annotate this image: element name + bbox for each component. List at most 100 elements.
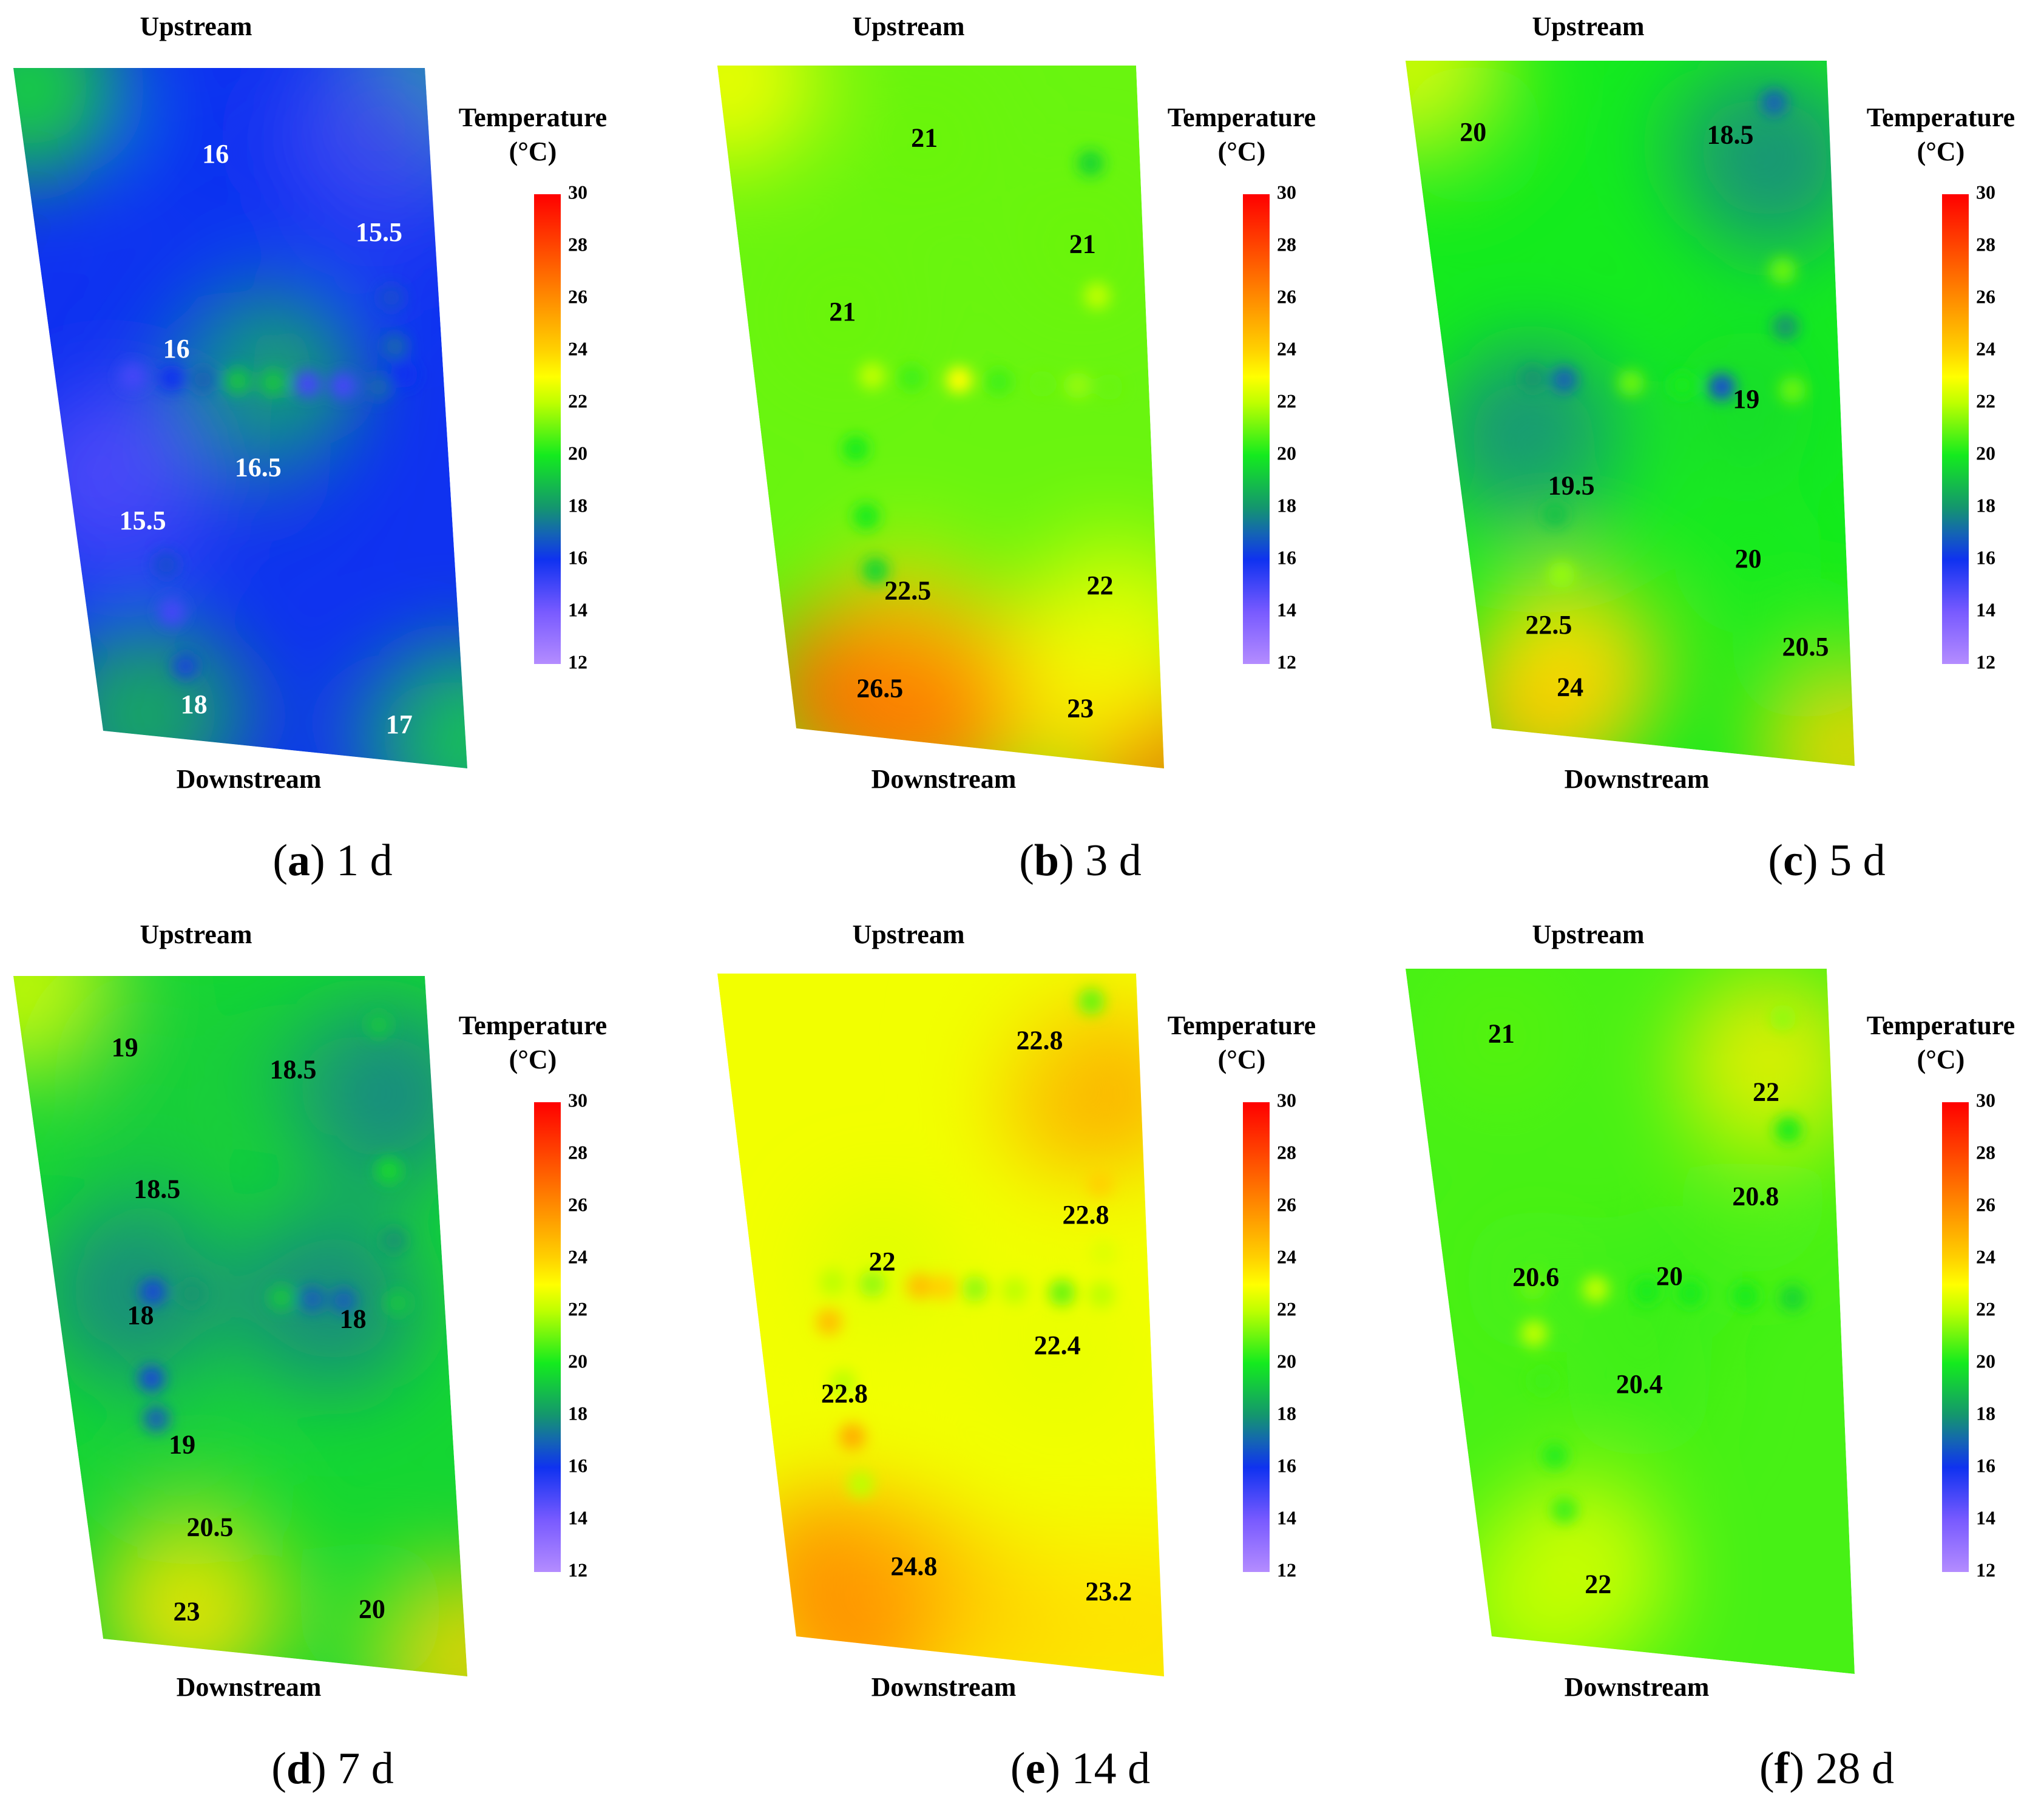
- temperature-label: 18.5: [134, 1174, 180, 1204]
- value-blob: [851, 67, 998, 214]
- sensor-point: [1731, 1282, 1759, 1310]
- value-blob: [67, 1245, 214, 1391]
- colorbar-unit: (°C): [1917, 1045, 1965, 1074]
- sensor-point: [1519, 1273, 1546, 1300]
- colorbar-tick: 26: [1277, 285, 1296, 307]
- colorbar-gradient: [534, 194, 561, 664]
- value-blob: [70, 450, 216, 597]
- colorbar: Temperature (°C) 30 28 26 24 22 20 18 16 14 12: [459, 1011, 607, 1580]
- temperature-label: 20: [359, 1594, 385, 1624]
- colorbar-tick: 18: [568, 1402, 587, 1424]
- sensor-point: [1779, 1284, 1806, 1312]
- value-blob: [1009, 174, 1156, 320]
- colorbar-tick: 30: [1277, 1089, 1296, 1111]
- colorbar-tick: 24: [1976, 1245, 1995, 1267]
- colorbar-tick: 14: [1277, 598, 1296, 620]
- sensor-point: [1086, 1170, 1114, 1197]
- sensor-point: [862, 557, 889, 584]
- sensor-point: [847, 1470, 875, 1497]
- colorbar-tick: 22: [1277, 1298, 1296, 1320]
- sensor-point: [1548, 561, 1575, 589]
- temperature-label: 20.5: [186, 1512, 233, 1542]
- colorbar-tick: 12: [1277, 651, 1296, 673]
- sensor-points: [1519, 89, 1806, 589]
- colorbar-tick: 24: [1277, 337, 1296, 359]
- colorbar-tick: 12: [568, 651, 587, 673]
- colorbar-tick: 24: [1277, 1245, 1296, 1267]
- hotspot: [717, 66, 819, 170]
- colorbar-gradient: [534, 1102, 561, 1572]
- temperature-label: 24.8: [890, 1551, 937, 1581]
- sensor-point: [819, 1269, 847, 1296]
- colorbar-tick: 18: [568, 494, 587, 516]
- field-hotspots: [1406, 61, 1855, 766]
- value-blob: [299, 1539, 445, 1676]
- sensor-point: [377, 284, 405, 311]
- sensor-point: [365, 373, 392, 401]
- colorbar-tick: 12: [1976, 651, 1995, 673]
- colorbar-tick: 12: [1277, 1559, 1296, 1580]
- value-blob: [1733, 576, 1855, 722]
- colorbar-tick: 22: [568, 390, 587, 412]
- colorbar-tick: 16: [1976, 1454, 1995, 1476]
- sensor-point: [1761, 89, 1788, 117]
- field-hotspots: [717, 66, 1164, 768]
- sensor-point: [1090, 1239, 1117, 1267]
- temperature-field: [1406, 61, 1855, 766]
- sensor-point: [138, 1365, 165, 1392]
- colorbar-tick: 16: [1277, 1454, 1296, 1476]
- temperature-label: 22: [1086, 571, 1113, 600]
- panel-caption: (f) 28 d: [1759, 1744, 1894, 1794]
- temperature-label: 22.8: [1063, 1200, 1109, 1230]
- value-blob: [185, 397, 331, 543]
- sensor-point: [1077, 150, 1105, 177]
- value-blob: [1013, 1144, 1159, 1290]
- value-blob: [1007, 638, 1154, 768]
- panel-b: 21 21 21 22.5 22 26.5 23 Upstream Downstream Temp…: [717, 12, 1316, 886]
- colorbar-tick: 12: [1976, 1559, 1995, 1580]
- panel-caption: (b) 3 d: [1019, 836, 1141, 886]
- sensor-points: [138, 1011, 411, 1432]
- colorbar: Temperature (°C) 30 28 26 24 22 20 18 16 14 12: [1168, 1011, 1316, 1580]
- colorbar-title: Temperature: [459, 1011, 607, 1040]
- sensor-point: [380, 1227, 407, 1254]
- sensor-point: [1078, 988, 1105, 1015]
- colorbar-tick: 24: [568, 1245, 587, 1267]
- colorbar-tick: 20: [1277, 1350, 1296, 1372]
- sensor-point: [224, 367, 251, 395]
- value-blob: [143, 83, 289, 229]
- colorbar-tick: 16: [1277, 546, 1296, 568]
- sensor-point: [1083, 282, 1111, 310]
- sensor-point: [1551, 1496, 1578, 1523]
- colorbar-tick: 22: [568, 1298, 587, 1320]
- sensor-point: [119, 363, 146, 390]
- temperature-label: 22: [869, 1247, 896, 1276]
- temperature-label: 20: [1460, 117, 1486, 147]
- colorbar: Temperature (°C) 30 28 26 24 22 20 18 16 14 12: [459, 103, 607, 673]
- sensor-points: [842, 150, 1123, 584]
- temperature-label: 23.2: [1085, 1576, 1132, 1606]
- sensor-point: [1582, 1276, 1609, 1303]
- sensor-point: [294, 370, 322, 398]
- downstream-label: Downstream: [177, 764, 322, 794]
- value-blob: [984, 1275, 1131, 1421]
- temperature-label: 22.8: [821, 1378, 868, 1408]
- temperature-field: [717, 66, 1164, 768]
- temperature-label: 19.5: [1548, 470, 1595, 500]
- panel-caption: (c) 5 d: [1768, 836, 1885, 886]
- temperature-label: 20.5: [1782, 632, 1829, 662]
- temperature-label: 17: [386, 710, 413, 739]
- colorbar-gradient: [1243, 1102, 1270, 1572]
- colorbar: Temperature (°C) 30 28 26 24 22 20 18 16 14 12: [1168, 103, 1316, 673]
- sensor-point: [985, 368, 1012, 396]
- colorbar-gradient: [1942, 194, 1969, 664]
- temperature-field: [1406, 969, 1855, 1674]
- temperature-label: 19: [169, 1430, 195, 1460]
- temperature-label: 20: [1656, 1261, 1683, 1291]
- sensor-point: [172, 652, 199, 680]
- value-blob: [1673, 329, 1819, 475]
- colorbar-tick: 18: [1277, 1402, 1296, 1424]
- temperature-label: 18: [340, 1304, 367, 1334]
- sensor-point: [1096, 373, 1123, 401]
